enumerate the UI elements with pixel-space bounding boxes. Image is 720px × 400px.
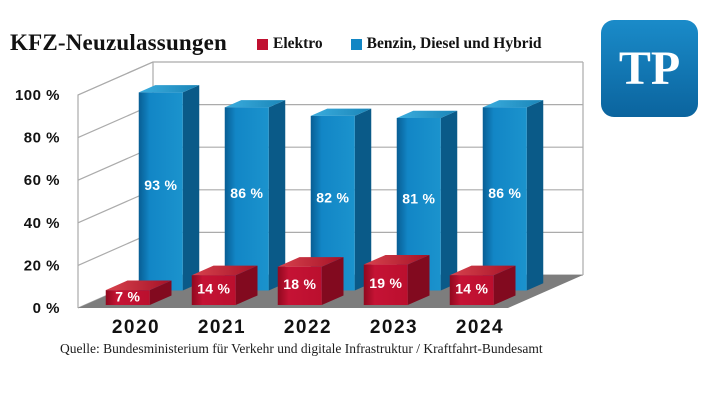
- chart-title: KFZ-Neuzulassungen: [10, 30, 228, 55]
- bar-value-label: 86 %: [230, 185, 263, 201]
- bar-front-face: [224, 107, 269, 291]
- bar-front-face: [191, 275, 236, 306]
- bar-side-face: [149, 280, 172, 306]
- legend: Elektro Benzin, Diesel und Hybrid: [257, 35, 542, 53]
- brand-logo: TP: [601, 20, 698, 117]
- brand-logo-text: TP: [618, 42, 681, 95]
- bar-side-face: [321, 257, 344, 306]
- axis-tick-label: 20 %: [24, 257, 60, 274]
- bar-side-face: [526, 100, 544, 291]
- bar-value-label: 81 %: [402, 191, 435, 207]
- bar-top-face: [310, 108, 372, 116]
- bar-side-face: [493, 265, 516, 306]
- legend-swatch-benzin-icon: [350, 38, 362, 50]
- bar-value-label: 14 %: [455, 281, 488, 297]
- axis-tick-label: 100 %: [15, 87, 60, 104]
- legend-item-benzin-diesel-hybrid: Benzin, Diesel und Hybrid: [350, 35, 542, 53]
- bar-top-face: [224, 100, 286, 108]
- bar-value-label: 82 %: [316, 189, 349, 205]
- bar-top-face: [363, 254, 430, 265]
- bar-side-face: [354, 108, 372, 291]
- axis-tick-label: 40 %: [24, 215, 60, 232]
- axis-tick-label: 0 %: [33, 300, 60, 317]
- bar-front-face: [482, 107, 527, 291]
- legend-item-elektro: Elektro: [257, 35, 323, 53]
- bar-value-label: 93 %: [144, 177, 177, 193]
- bar-top-face: [138, 85, 200, 93]
- bar-front-face: [138, 92, 183, 291]
- bar-top-face: [105, 280, 172, 291]
- category-label: 2023: [370, 317, 418, 338]
- category-label: 2022: [284, 317, 332, 338]
- legend-swatch-elektro-icon: [257, 38, 268, 50]
- bar-front-face: [363, 264, 408, 306]
- bar-front-face: [449, 275, 494, 306]
- axis-tick-label: 60 %: [24, 172, 60, 189]
- legend-label-elektro: Elektro: [273, 35, 323, 52]
- bar-top-face: [396, 110, 458, 118]
- legend-label-benzin: Benzin, Diesel und Hybrid: [366, 35, 542, 52]
- bar-top-face: [449, 265, 516, 276]
- bar-side-face: [235, 265, 258, 306]
- bar-value-label: 18 %: [283, 276, 316, 292]
- category-label: 2021: [198, 317, 246, 338]
- category-label: 2020: [112, 317, 160, 338]
- bar-side-face: [182, 85, 200, 291]
- axis-tick-label: 80 %: [24, 130, 60, 147]
- category-label: 2024: [456, 317, 504, 338]
- bar-value-label: 14 %: [197, 281, 230, 297]
- bar-front-face: [277, 266, 322, 306]
- bar-side-face: [440, 110, 458, 291]
- bar-top-face: [191, 265, 258, 276]
- bar-top-face: [277, 257, 344, 267]
- source-note: Quelle: Bundesministerium für Verkehr un…: [60, 341, 543, 356]
- bar-value-label: 19 %: [369, 275, 402, 291]
- bar-value-label: 86 %: [488, 185, 521, 201]
- bar-value-label: 7 %: [115, 289, 140, 305]
- bar-top-face: [482, 100, 544, 108]
- bar-front-face: [105, 290, 150, 306]
- bar-side-face: [407, 254, 430, 306]
- bar-side-face: [268, 100, 286, 291]
